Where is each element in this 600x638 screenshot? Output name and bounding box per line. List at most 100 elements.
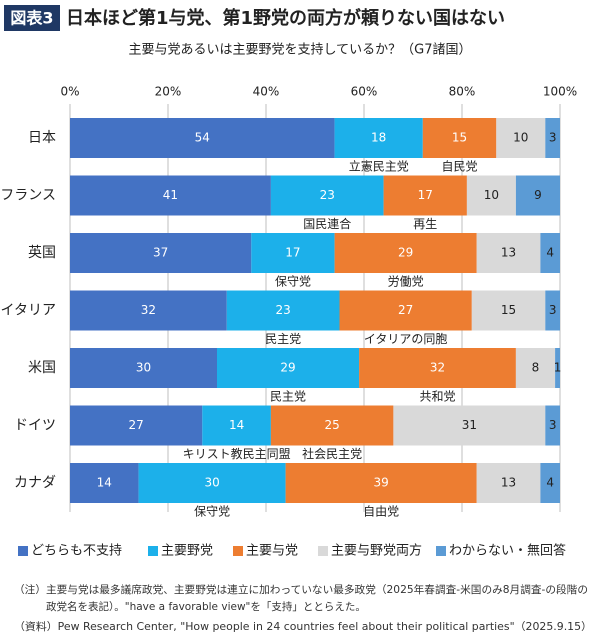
opposition-party: キリスト教民主同盟: [183, 446, 291, 461]
note: （資料）Pew Research Center, "How people in …: [14, 620, 592, 633]
ruling-party: 共和党: [419, 389, 455, 404]
bar-segment: [285, 463, 477, 503]
bar-segment: [217, 348, 360, 388]
bar-segment: [270, 405, 394, 446]
bar-segment: [70, 405, 203, 446]
value-label: 3: [549, 418, 557, 432]
legend-label: 主要与野党両方: [331, 543, 422, 559]
bar-segment: [515, 175, 560, 216]
value-label: 31: [462, 418, 477, 432]
value-label: 27: [129, 418, 144, 432]
bar-segment: [555, 348, 560, 388]
legend-label: 主要野党: [161, 544, 213, 559]
x-tick-label: 100%: [543, 85, 577, 99]
y-tick-label: 英国: [28, 244, 56, 261]
opposition-party: 立憲民主党: [349, 159, 409, 174]
bar-segment: [540, 233, 560, 273]
bar-segment: [70, 463, 139, 503]
opposition-party: 民主党: [270, 389, 306, 404]
ruling-party: 自民党: [442, 159, 478, 174]
legend-label: 主要与党: [246, 544, 298, 559]
legend-label: わからない・無回答: [449, 543, 566, 559]
bar-segment: [545, 405, 560, 446]
bar-segment: [515, 348, 556, 388]
ruling-party: 労働党: [388, 274, 424, 289]
value-label: 17: [418, 188, 433, 202]
value-label: 3: [549, 303, 557, 317]
bar-segment: [359, 348, 516, 388]
legend-swatch: [18, 546, 28, 556]
value-label: 30: [204, 476, 219, 490]
x-tick-label: 20%: [155, 85, 182, 99]
bar-segment: [545, 118, 560, 158]
bar-segment: [226, 290, 340, 331]
value-label: 15: [452, 131, 467, 145]
y-tick-label: 日本: [28, 130, 56, 146]
value-label: 9: [534, 188, 542, 202]
bar-segment: [270, 175, 384, 216]
legend-swatch: [233, 546, 243, 556]
bar-segment: [476, 233, 541, 273]
legend-swatch: [318, 546, 328, 556]
y-tick-label: カナダ: [14, 475, 56, 491]
value-label: 4: [546, 476, 554, 490]
bar-segment: [471, 290, 546, 331]
y-tick-label: フランス: [0, 188, 56, 204]
bar-segment: [202, 405, 271, 446]
value-label: 37: [153, 246, 168, 260]
opposition-party: 民主党: [265, 331, 301, 346]
bar-segment: [334, 233, 477, 273]
bar-segment: [138, 463, 286, 503]
value-label: 39: [374, 476, 389, 490]
ruling-party: 再生: [413, 217, 437, 231]
bar-segment: [476, 463, 541, 503]
value-label: 54: [195, 131, 210, 145]
legend-swatch: [148, 546, 158, 556]
bar-segment: [496, 118, 546, 158]
value-label: 10: [513, 131, 528, 145]
value-label: 13: [501, 246, 516, 260]
value-label: 13: [501, 476, 516, 490]
value-label: 29: [280, 361, 295, 375]
value-label: 14: [229, 418, 244, 432]
note: （注）主要与党は最多議席政党、主要野党は連立に加わっていない最多政党（2025年…: [14, 583, 588, 596]
ruling-party: 自由党: [363, 504, 399, 519]
y-tick-label: 米国: [28, 360, 56, 376]
legend-label: どちらも不支持: [31, 544, 122, 559]
opposition-party: 国民連合: [303, 216, 351, 231]
bar-segment: [545, 290, 560, 331]
value-label: 17: [285, 246, 300, 260]
bar-segment: [70, 348, 217, 388]
bar-segment: [466, 175, 516, 216]
value-label: 14: [97, 476, 112, 490]
bar-segment: [383, 175, 467, 216]
value-label: 8: [532, 361, 540, 375]
value-label: 3: [549, 131, 557, 145]
value-label: 23: [276, 303, 291, 317]
value-label: 32: [430, 361, 445, 375]
x-tick-label: 80%: [449, 85, 476, 99]
value-label: 32: [141, 303, 156, 317]
value-label: 1: [554, 361, 562, 375]
value-label: 4: [546, 246, 554, 260]
bar-segment: [339, 290, 472, 331]
y-tick-label: ドイツ: [14, 418, 56, 434]
y-tick-label: イタリア: [1, 303, 56, 319]
chart-title: 日本ほど第1与党、第1野党の両方が頼りない国はない: [66, 7, 505, 29]
bar-segment: [251, 233, 335, 273]
value-label: 10: [484, 188, 499, 202]
ruling-party: イタリアの同胞: [364, 332, 448, 346]
x-tick-label: 0%: [60, 85, 79, 99]
value-label: 29: [398, 246, 413, 260]
value-label: 18: [371, 131, 386, 145]
bar-segment: [422, 118, 497, 158]
value-label: 30: [136, 361, 151, 375]
value-label: 27: [398, 303, 413, 317]
opposition-party: 保守党: [275, 274, 311, 289]
bar-segment: [393, 405, 546, 446]
bar-segment: [70, 233, 252, 273]
legend-swatch: [436, 546, 446, 556]
x-tick-label: 40%: [253, 85, 280, 99]
opposition-party: 保守党: [194, 504, 230, 519]
figure-label-box: [4, 5, 60, 31]
